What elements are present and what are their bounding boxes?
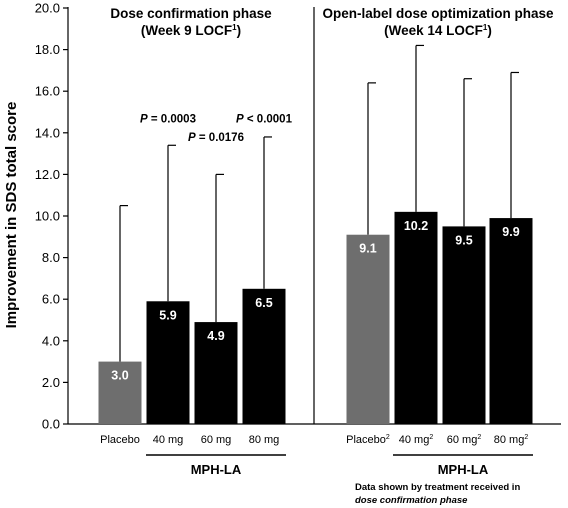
y-tick-label: 16.0 bbox=[35, 84, 60, 99]
category-label: 40 mg2 bbox=[399, 434, 434, 446]
y-ticks: 0.0 2.0 4.0 6.0 8.0 10.0 12.0 14.0 16.0 18.0 20.0 bbox=[35, 1, 68, 432]
p-value-text: = 0.0003 bbox=[148, 113, 196, 125]
data-label: 9.5 bbox=[455, 233, 472, 247]
y-tick-label: 12.0 bbox=[35, 167, 60, 182]
subtitle-text: (Week 9 LOCF bbox=[141, 23, 232, 38]
panels: Dose confirmation phase(Week 9 LOCF1)3.0… bbox=[98, 6, 554, 506]
bar bbox=[394, 211, 438, 424]
y-tick-label: 6.0 bbox=[42, 292, 60, 307]
y-tick-label: 18.0 bbox=[35, 42, 60, 57]
bar bbox=[242, 288, 286, 424]
category-text: Placebo bbox=[346, 434, 386, 446]
category-superscript: 2 bbox=[429, 434, 433, 441]
p-value-text: = 0.0176 bbox=[196, 132, 244, 144]
panel-subtitle: (Week 9 LOCF1) bbox=[141, 23, 241, 38]
panel-2: Open-label dose optimization phase (Week … bbox=[322, 6, 554, 506]
category-label: 80 mg2 bbox=[494, 434, 529, 446]
category-text: 40 mg bbox=[399, 434, 430, 446]
subtitle-text: (Week 14 LOCF bbox=[384, 23, 483, 38]
data-label: 9.1 bbox=[359, 242, 376, 256]
y-tick-label: 8.0 bbox=[42, 250, 60, 265]
category-label: 40 mg bbox=[153, 434, 184, 446]
subtitle-close: ) bbox=[237, 23, 242, 38]
group-label: MPH-LA bbox=[191, 462, 242, 477]
subtitle-close: ) bbox=[487, 23, 492, 38]
p-value-symbol: P bbox=[188, 132, 196, 144]
category-label: 60 mg bbox=[201, 434, 232, 446]
bar bbox=[346, 234, 390, 424]
panel-1: Dose confirmation phase (Week 9 LOCF1) 3.0… bbox=[98, 6, 293, 477]
group-label: MPH-LA bbox=[438, 462, 489, 477]
p-value-symbol: P bbox=[236, 113, 244, 125]
y-tick-label: 20.0 bbox=[35, 1, 60, 16]
panel-title: Open-label dose optimization phase bbox=[322, 6, 554, 21]
bar bbox=[194, 322, 238, 424]
p-value-annotation: P = 0.0003 bbox=[140, 113, 196, 125]
y-tick-label: 0.0 bbox=[42, 417, 60, 432]
y-tick-label: 14.0 bbox=[35, 125, 60, 140]
category-text: 40 mg bbox=[153, 434, 184, 446]
y-tick-label: 10.0 bbox=[35, 209, 60, 224]
subtitle-superscript: 1 bbox=[232, 23, 237, 32]
data-label: 10.2 bbox=[404, 219, 428, 233]
bar bbox=[442, 226, 486, 424]
panel-subtitle: (Week 14 LOCF1) bbox=[384, 23, 492, 38]
category-superscript: 2 bbox=[477, 434, 481, 441]
bar bbox=[98, 361, 142, 424]
category-label: 80 mg bbox=[249, 434, 280, 446]
p-value-annotation: P = 0.0176 bbox=[188, 132, 244, 144]
category-text: 80 mg bbox=[249, 434, 280, 446]
category-superscript: 2 bbox=[524, 434, 528, 441]
category-text: Placebo bbox=[100, 434, 140, 446]
y-axis-label: Improvement in SDS total score bbox=[3, 102, 20, 329]
panel-title: Dose confirmation phase bbox=[110, 6, 272, 21]
data-label: 4.9 bbox=[207, 329, 224, 343]
category-label: Placebo2 bbox=[346, 434, 390, 446]
category-label: Placebo bbox=[100, 434, 140, 446]
category-label: 60 mg2 bbox=[447, 434, 482, 446]
y-tick-label: 2.0 bbox=[42, 375, 60, 390]
p-value-annotation: P < 0.0001 bbox=[236, 113, 293, 125]
category-text: 60 mg bbox=[201, 434, 232, 446]
data-label: 9.9 bbox=[502, 225, 519, 239]
p-value-symbol: P bbox=[140, 113, 148, 125]
axes bbox=[67, 7, 561, 425]
subtitle-superscript: 1 bbox=[483, 23, 488, 32]
p-value-text: < 0.0001 bbox=[244, 113, 293, 125]
bar bbox=[489, 218, 533, 424]
category-text: 60 mg bbox=[447, 434, 478, 446]
data-label: 3.0 bbox=[111, 369, 128, 383]
category-superscript: 2 bbox=[386, 434, 390, 441]
category-text: 80 mg bbox=[494, 434, 525, 446]
bar bbox=[146, 301, 190, 424]
y-tick-label: 4.0 bbox=[42, 333, 60, 348]
footnote-line2: dose confirmation phase bbox=[355, 495, 468, 506]
data-label: 6.5 bbox=[255, 296, 272, 310]
footnote-line1: Data shown by treatment received in bbox=[355, 482, 520, 493]
data-label: 5.9 bbox=[159, 308, 176, 322]
